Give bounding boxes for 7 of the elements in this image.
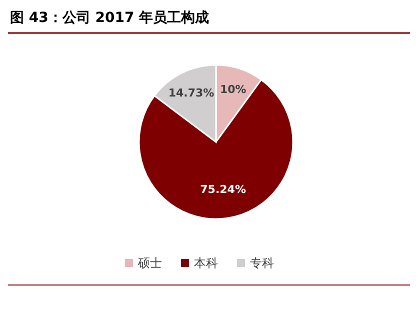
data-label: 10% (220, 83, 246, 96)
data-label: 75.24% (200, 183, 246, 196)
legend-label: 硕士 (137, 256, 162, 270)
chart-title: 图 43：公司 2017 年员工构成 (10, 10, 210, 26)
legend-label: 本科 (194, 256, 218, 270)
data-label: 14.73% (168, 86, 214, 100)
legend-label: 专科 (250, 256, 274, 270)
